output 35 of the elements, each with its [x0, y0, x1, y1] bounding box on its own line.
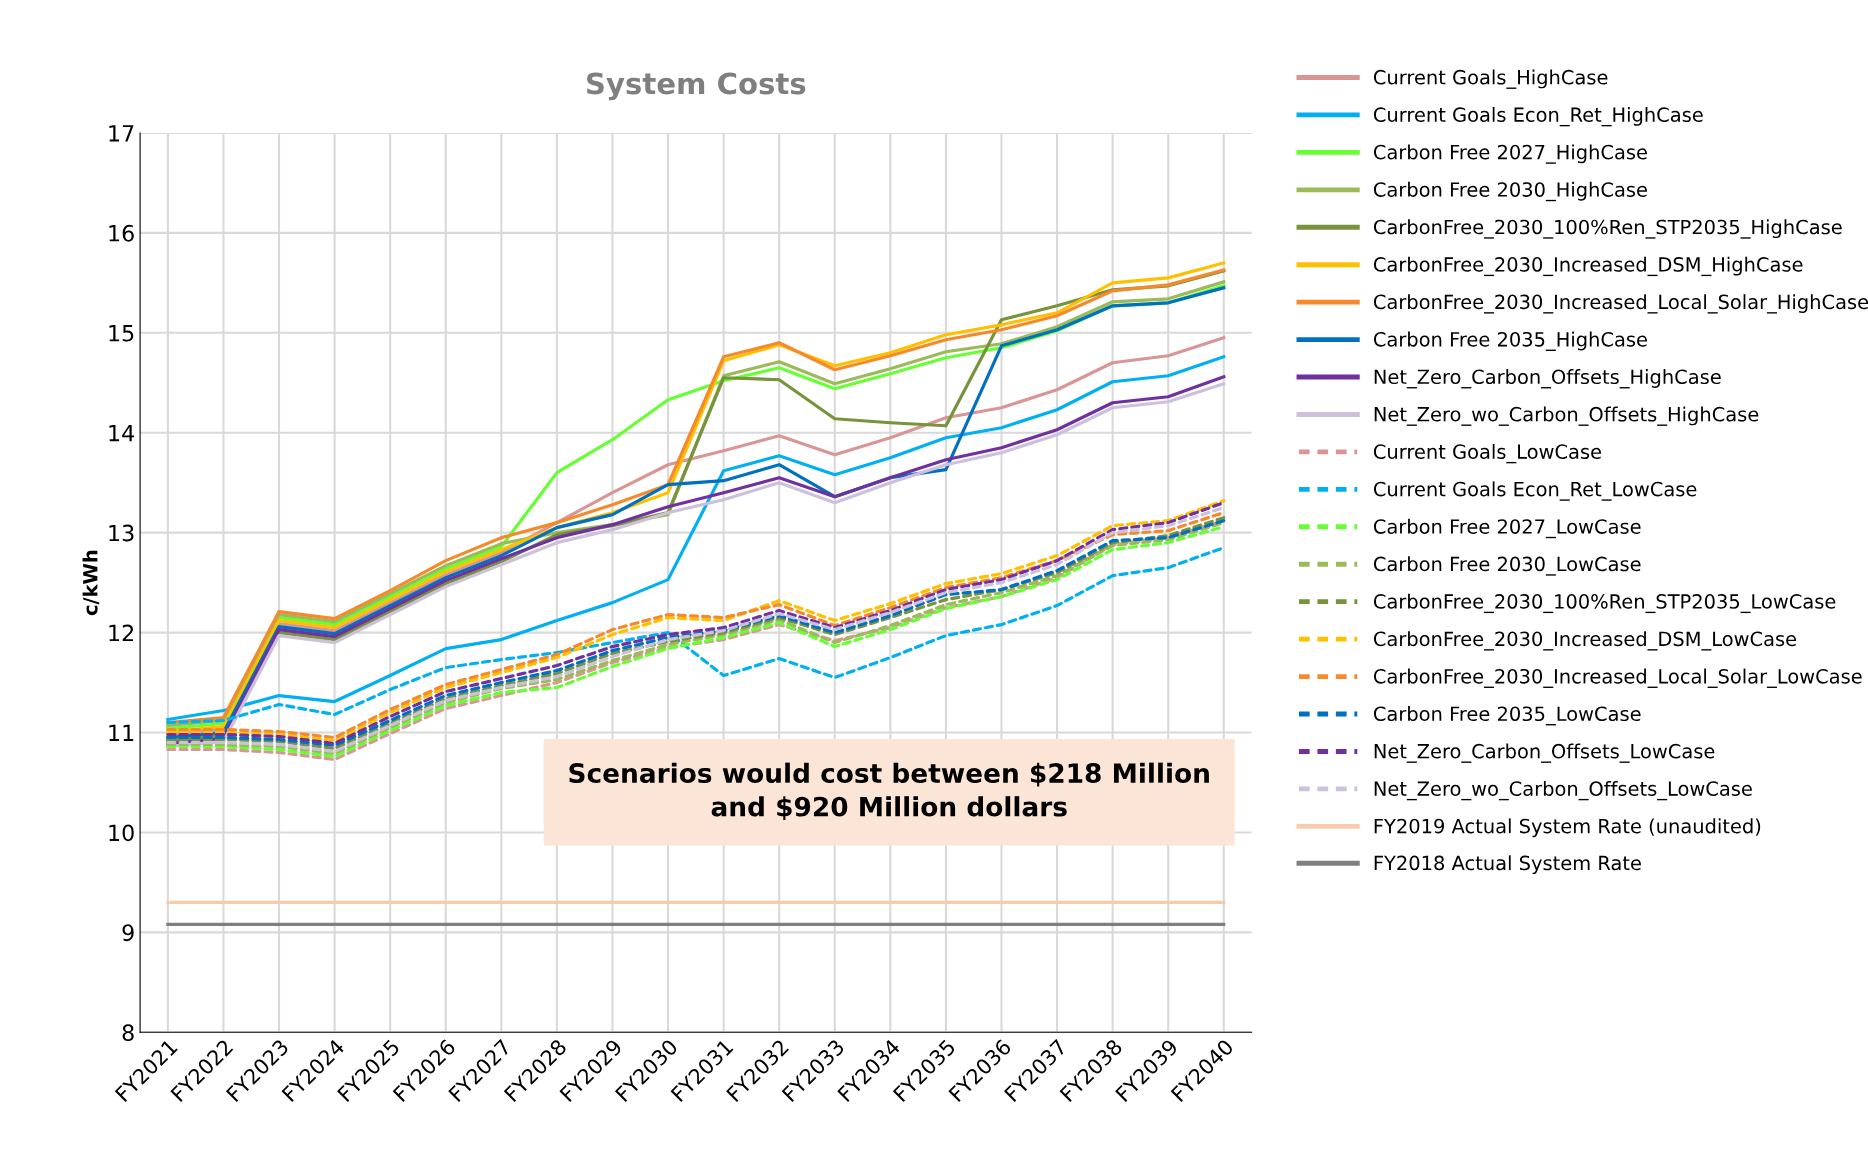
legend-label: Net_Zero_Carbon_Offsets_LowCase	[1374, 743, 1715, 763]
y-tick-label: 14	[109, 424, 134, 442]
legend-label: Net_Zero_wo_Carbon_Offsets_HighCase	[1374, 406, 1759, 426]
legend-label: CarbonFree_2030_100%Ren_STP2035_LowCase	[1373, 593, 1836, 614]
y-tick-label: 17	[109, 125, 134, 142]
y-tick-label: 15	[109, 325, 134, 342]
legend-label: Carbon Free 2030_LowCase	[1373, 556, 1641, 576]
legend-label: CarbonFree_2030_Increased_DSM_HighCase	[1373, 256, 1803, 277]
legend-label: Carbon Free 2035_HighCase	[1373, 331, 1647, 351]
legend-label: FY2019 Actual System Rate (unaudited)	[1374, 818, 1761, 838]
legend-label: CarbonFree_2030_Increased_Local_Solar_HighCase	[1373, 294, 1868, 314]
y-tick-label: 13	[109, 524, 134, 542]
legend-label: Carbon Free 2035_LowCase	[1373, 706, 1641, 726]
y-tick-label: 9	[122, 924, 134, 942]
y-tick-label: 11	[109, 724, 134, 741]
legend-label: Carbon Free 2030_HighCase	[1373, 181, 1647, 202]
legend-label: Current Goals_LowCase	[1373, 443, 1602, 464]
legend-label: Net_Zero_wo_Carbon_Offsets_LowCase	[1374, 780, 1752, 801]
legend-label: Current Goals Econ_Ret_HighCase	[1373, 106, 1703, 127]
legend-label: CarbonFree_2030_Increased_DSM_LowCase	[1373, 631, 1797, 651]
y-tick-label: 10	[109, 824, 134, 842]
legend-label: FY2018 Actual System Rate	[1374, 855, 1641, 875]
y-tick-label: 12	[109, 624, 134, 642]
legend-label: Current Goals_HighCase	[1373, 69, 1608, 89]
legend-label: CarbonFree_2030_Increased_Local_Solar_LowCase	[1373, 668, 1862, 688]
chart-title: System Costs	[587, 72, 806, 101]
legend-label: Carbon Free 2027_HighCase	[1373, 144, 1647, 164]
y-axis-title: c/kWh	[82, 550, 100, 616]
y-tick-label: 16	[109, 224, 134, 242]
legend-label: CarbonFree_2030_100%Ren_STP2035_HighCase	[1373, 219, 1842, 239]
annotation: Scenarios would cost between $218 Million and $920 Million dollars	[569, 762, 1209, 821]
y-tick-label: 8	[122, 1024, 134, 1042]
legend-label: Current Goals Econ_Ret_LowCase	[1373, 481, 1697, 501]
legend-label: Net_Zero_Carbon_Offsets_HighCase	[1374, 369, 1721, 389]
legend-label: Carbon Free 2027_LowCase	[1373, 518, 1641, 539]
